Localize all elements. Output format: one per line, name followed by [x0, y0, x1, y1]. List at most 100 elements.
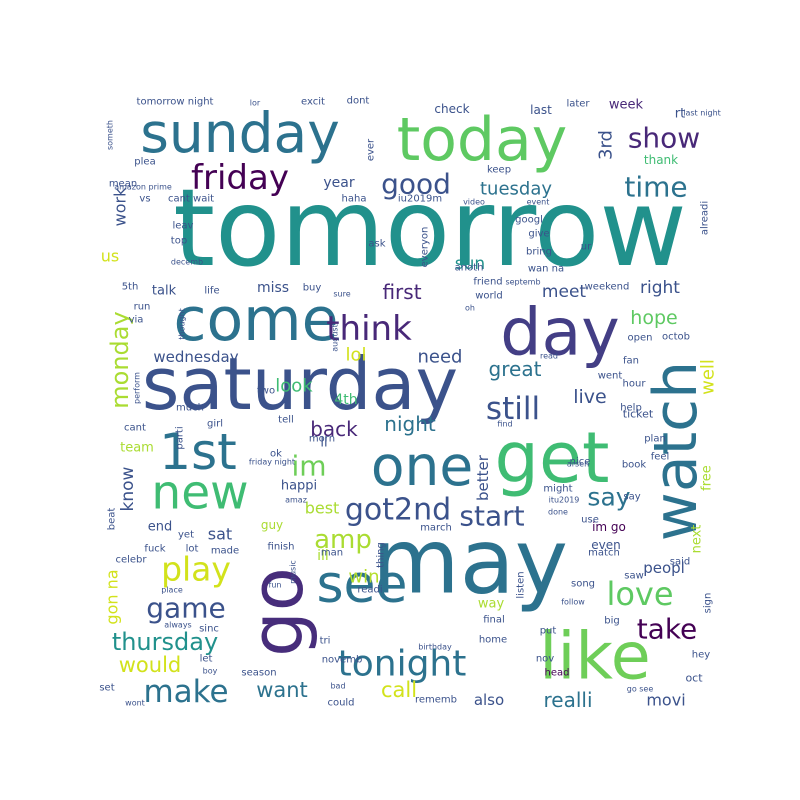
cloud-word: life — [204, 286, 219, 297]
cloud-word: bring — [526, 247, 552, 258]
cloud-word: sure — [333, 290, 350, 299]
cloud-word: made — [211, 546, 239, 557]
cloud-word: last night — [683, 109, 721, 118]
cloud-word: everyon — [420, 227, 431, 268]
cloud-word: best — [305, 499, 340, 518]
cloud-word: tuesday — [480, 179, 552, 200]
cloud-word: yet — [178, 530, 194, 541]
cloud-word: video — [463, 198, 485, 207]
cloud-word: plea — [134, 157, 155, 168]
cloud-word: lor — [250, 99, 261, 108]
cloud-word: fan — [623, 356, 639, 367]
cloud-word: know — [118, 466, 138, 511]
cloud-word: right — [640, 278, 680, 298]
cloud-word: get — [495, 417, 610, 499]
cloud-word: world — [475, 291, 503, 302]
cloud-word: rt — [675, 107, 685, 122]
cloud-word: good — [381, 168, 451, 201]
cloud-word: 1st — [159, 423, 236, 481]
cloud-word: well — [698, 359, 719, 395]
cloud-word: meet — [542, 282, 586, 302]
cloud-word: even — [591, 538, 620, 552]
cloud-word: girl — [207, 419, 223, 430]
cloud-word: talk — [152, 284, 177, 299]
cloud-word: may — [372, 510, 568, 615]
cloud-word: sinc — [199, 624, 219, 635]
cloud-word: buy — [303, 283, 322, 294]
cloud-word: movi — [646, 691, 685, 710]
cloud-word: us — [101, 247, 119, 266]
cloud-word: rememb — [415, 695, 457, 706]
cloud-word: play — [161, 550, 231, 589]
cloud-word: arsen — [567, 460, 589, 469]
cloud-word: leav — [173, 221, 194, 232]
cloud-word: amaz — [285, 496, 307, 505]
cloud-word: thursday — [112, 628, 218, 656]
cloud-word: friday — [191, 158, 289, 198]
cloud-word: morn — [309, 434, 335, 445]
cloud-word: bad — [330, 682, 345, 691]
cloud-word: 5th — [122, 282, 139, 293]
cloud-word: parti — [175, 426, 186, 449]
cloud-word: later — [566, 99, 590, 110]
cloud-word: gon na — [103, 569, 122, 624]
cloud-word: let — [200, 654, 213, 665]
cloud-word: place — [161, 586, 183, 595]
cloud-word: iu2019m — [398, 194, 442, 205]
cloud-word: might — [543, 484, 572, 495]
cloud-word: go — [235, 567, 319, 657]
cloud-word: novemb — [322, 655, 363, 666]
cloud-word: think — [326, 309, 412, 349]
cloud-word: new — [151, 466, 248, 521]
cloud-word: ever — [366, 138, 377, 161]
cloud-word: book — [622, 460, 647, 471]
cloud-word: lot — [186, 544, 199, 555]
cloud-word: mean — [109, 179, 137, 190]
cloud-word: want — [256, 678, 308, 702]
cloud-word: two — [257, 386, 275, 397]
cloud-word: open — [628, 333, 653, 344]
cloud-word: see — [316, 555, 407, 615]
cloud-word: excit — [301, 97, 325, 108]
cloud-word: boy — [203, 667, 218, 676]
cloud-word: oh — [465, 304, 475, 313]
cloud-word: fuck — [144, 544, 165, 555]
cloud-word: better — [474, 454, 492, 501]
cloud-word: could — [327, 698, 354, 709]
cloud-word: listen — [516, 571, 527, 598]
cloud-word: ur — [581, 242, 592, 253]
cloud-word: ask — [368, 239, 385, 250]
cloud-word: wont — [125, 699, 145, 708]
cloud-word: thing — [376, 542, 387, 568]
cloud-word: march — [420, 523, 452, 534]
cloud-word: feel — [651, 452, 670, 463]
cloud-word: one — [371, 434, 473, 498]
cloud-word: find — [497, 420, 512, 429]
cloud-word: look — [275, 376, 313, 397]
cloud-word: hey — [692, 650, 710, 661]
cloud-word: come — [173, 285, 338, 355]
cloud-word: free — [700, 465, 715, 491]
cloud-word: read — [540, 352, 558, 361]
cloud-word: amp — [314, 525, 372, 555]
cloud-word: cant — [124, 423, 146, 434]
cloud-word: august — [331, 324, 340, 351]
cloud-word: ill — [317, 548, 329, 564]
cloud-word: like — [539, 620, 650, 695]
cloud-word: always — [164, 621, 191, 630]
cloud-word: monday — [106, 311, 134, 408]
cloud-word: friday night — [249, 458, 295, 467]
cloud-word: sunday — [140, 101, 340, 165]
cloud-word: need — [418, 347, 463, 368]
cloud-word: guy — [261, 518, 283, 532]
cloud-word: realli — [543, 688, 592, 712]
cloud-word: night — [384, 412, 436, 436]
cloud-word: show — [628, 122, 700, 155]
cloud-word: cant wait — [168, 194, 214, 205]
cloud-word: work — [111, 187, 130, 226]
cloud-word: team — [120, 441, 154, 456]
cloud-word: fun — [269, 581, 282, 590]
cloud-word: sign — [703, 593, 714, 614]
cloud-word: call — [381, 678, 417, 702]
cloud-word: check — [434, 102, 469, 116]
